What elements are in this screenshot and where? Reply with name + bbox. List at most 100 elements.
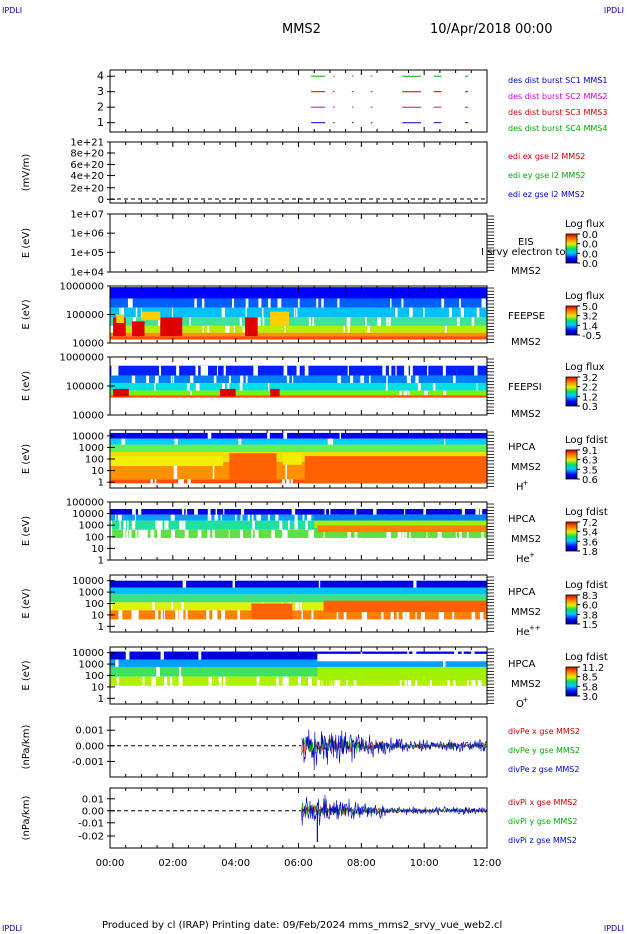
- data-gap: [409, 307, 413, 318]
- data-gap: [399, 390, 402, 396]
- heatmap-band: [110, 587, 487, 595]
- data-gap: [253, 365, 255, 376]
- colorbar-tick-label: 0.0: [582, 230, 598, 241]
- data-gap: [404, 365, 408, 376]
- y-tick-label: 0.00: [82, 806, 104, 817]
- data-gap: [323, 529, 325, 538]
- instrument-label: HPCA: [508, 587, 536, 598]
- data-gap: [154, 383, 156, 391]
- data-gap: [438, 610, 442, 620]
- heatmap-feature: [131, 321, 145, 337]
- heatmap-feature: [317, 666, 487, 681]
- data-gap: [448, 307, 452, 318]
- data-gap: [195, 383, 200, 391]
- data-gap: [179, 520, 183, 530]
- heatmap-band: [110, 332, 487, 337]
- data-gap: [134, 610, 138, 620]
- heatmap-band: [110, 375, 487, 384]
- y-tick-label: -0.01: [78, 818, 104, 829]
- species-label: O: [516, 699, 524, 710]
- species-charge: +: [523, 479, 529, 487]
- data-gap: [364, 610, 367, 620]
- y-tick-label: 4: [97, 70, 104, 83]
- data-gap: [297, 676, 301, 686]
- data-gap: [251, 514, 254, 521]
- data-gap: [267, 432, 270, 439]
- data-gap: [295, 602, 299, 611]
- data-gap: [453, 676, 456, 686]
- data-gap: [424, 508, 427, 515]
- y-tick-label: 10000: [72, 648, 104, 659]
- data-gap: [402, 610, 406, 620]
- colorbar: [565, 521, 578, 552]
- y-tick-label: 10000: [72, 509, 104, 520]
- data-gap: [185, 508, 188, 515]
- corner-mark-bottom-right: IPDLI: [603, 924, 624, 933]
- data-gap: [386, 529, 389, 538]
- data-gap: [138, 529, 142, 538]
- data-gap: [182, 580, 187, 588]
- data-gap: [403, 390, 408, 396]
- data-gap: [178, 610, 183, 620]
- y-tick-label: 100000: [66, 498, 104, 509]
- colorbar-tick-label: 0.0: [582, 249, 598, 260]
- y-tick-label: -0.02: [78, 832, 104, 843]
- data-gap: [141, 529, 144, 538]
- colorbar-tick-label: 0.6: [582, 475, 598, 486]
- data-gap: [146, 375, 150, 384]
- colorbar-title: Log fdist: [565, 507, 608, 518]
- heatmap-feature: [317, 525, 487, 533]
- data-gap: [185, 610, 188, 620]
- data-gap: [324, 508, 327, 515]
- data-gap: [390, 610, 394, 620]
- species-charge: ++: [529, 624, 541, 632]
- data-gap: [225, 325, 228, 333]
- data-gap: [240, 514, 243, 521]
- data-gap: [157, 529, 161, 538]
- heatmap-band: [110, 287, 487, 299]
- data-gap: [444, 438, 446, 445]
- data-gap: [164, 676, 166, 686]
- data-gap: [207, 508, 211, 515]
- y-tick-label: 2: [97, 101, 104, 114]
- data-gap: [195, 365, 199, 376]
- colorbar-tick-label: 1.5: [582, 620, 598, 631]
- data-gap: [405, 610, 410, 620]
- heatmap-band: [110, 307, 487, 318]
- data-gap: [226, 325, 230, 333]
- instrument-label: EIS: [518, 237, 534, 248]
- legend-label: divPi y gse MMS2: [508, 817, 577, 826]
- data-gap: [221, 307, 225, 318]
- panel-frame: [109, 213, 488, 273]
- data-gap: [245, 375, 248, 384]
- y-axis-label: E (eV): [21, 444, 32, 474]
- spacecraft-label: MMS2: [511, 337, 541, 348]
- data-gap: [271, 529, 275, 538]
- data-gap: [240, 529, 243, 538]
- colorbar-title: Log flux: [565, 219, 605, 230]
- data-gap: [223, 676, 226, 686]
- data-gap: [337, 676, 341, 686]
- data-gap: [396, 610, 399, 620]
- data-gap: [142, 676, 145, 686]
- colorbar-tick-label: 1.8: [582, 547, 598, 558]
- data-gap: [221, 610, 225, 620]
- y-tick-label: 1: [97, 116, 104, 129]
- colorbar-tick-label: 1.4: [582, 321, 598, 332]
- data-gap: [184, 529, 188, 538]
- data-gap: [157, 317, 162, 326]
- data-gap: [404, 676, 407, 686]
- data-gap: [479, 508, 483, 515]
- y-axis-label: E (eV): [21, 371, 32, 401]
- y-tick-label: 0.000: [75, 741, 104, 752]
- data-gap: [308, 529, 312, 538]
- data-gap: [483, 298, 486, 308]
- heatmap-band: [110, 390, 487, 396]
- colorbar: [565, 233, 578, 264]
- data-gap: [207, 432, 212, 439]
- y-tick-label: 1000: [79, 660, 104, 671]
- colorbar-tick-label: 8.5: [582, 673, 598, 684]
- data-gap: [286, 375, 290, 384]
- panel-frame: [109, 787, 488, 849]
